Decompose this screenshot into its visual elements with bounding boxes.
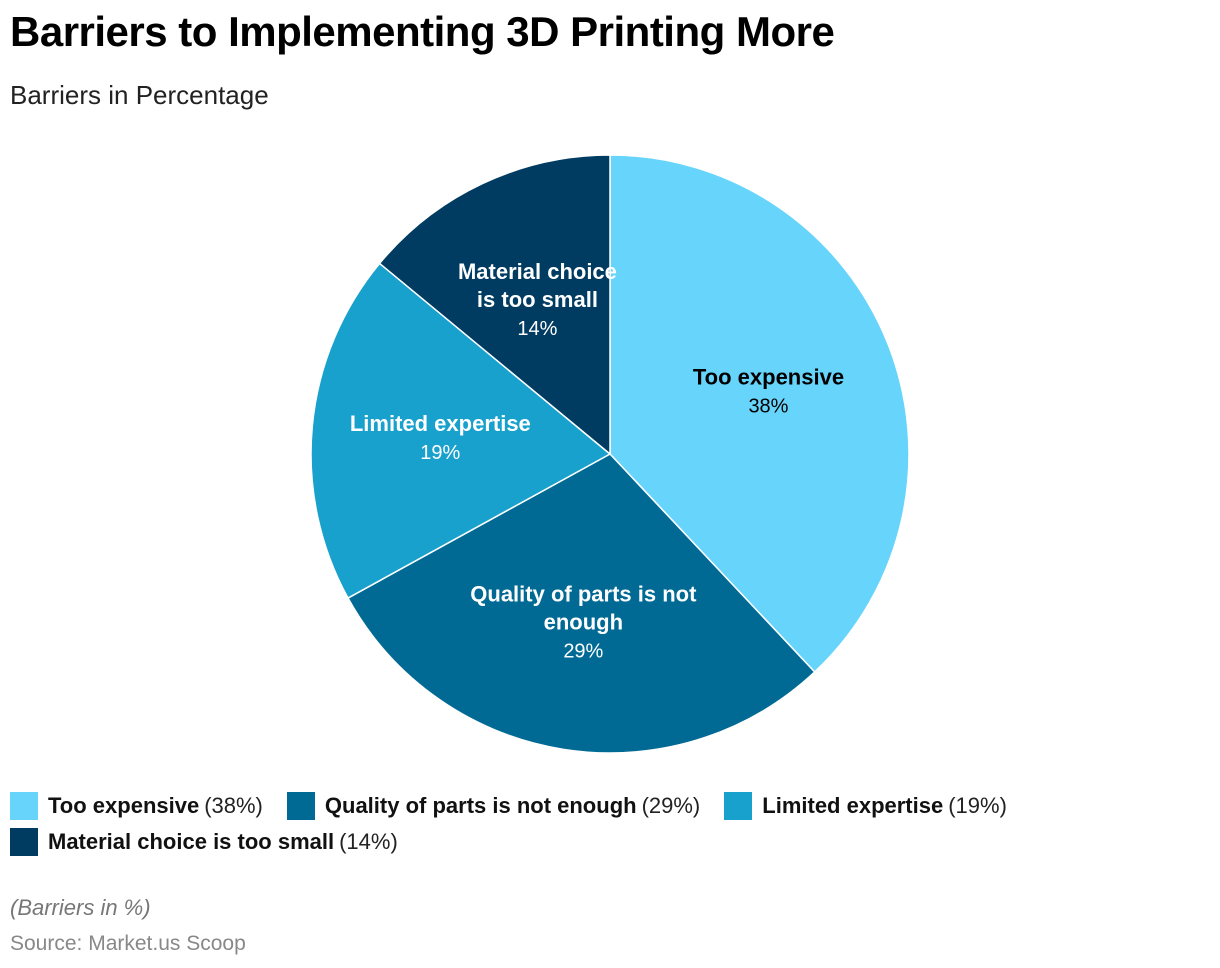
legend-item-material-choice-is-too-small: Material choice is too small (14%) [10,826,398,858]
legend-item-too-expensive: Too expensive (38%) [10,790,263,822]
legend-item-limited-expertise: Limited expertise (19%) [724,790,1007,822]
legend-label: Material choice is too small [48,829,334,855]
chart-note: (Barriers in %) [10,895,151,921]
slice-value-label: 29% [563,640,603,662]
slice-label-text: Material choice [458,259,617,284]
pie-chart: Too expensive 38% Quality of parts is not e… [0,0,1220,780]
slice-value-label: 19% [420,442,460,464]
legend-label: Too expensive [48,793,199,819]
legend-item-quality-of-parts-is-not-enough: Quality of parts is not enough (29%) [287,790,700,822]
slice-label-text: enough [544,609,623,634]
slice-label-text: Quality of parts is not [470,581,697,606]
legend-value: (19%) [948,793,1007,819]
chart-source: Source: Market.us Scoop [10,932,246,956]
legend-swatch [10,792,38,820]
legend-label: Quality of parts is not enough [325,793,637,819]
slice-label-text: is too small [477,287,598,312]
chart-legend: Too expensive (38%) Quality of parts is no… [10,790,1160,858]
legend-swatch [10,828,38,856]
legend-label: Limited expertise [762,793,943,819]
slice-value-label: 38% [748,395,788,417]
slice-label-text: Limited expertise [350,411,531,436]
slice-label-text: Too expensive [693,364,844,389]
legend-swatch [724,792,752,820]
legend-value: (14%) [339,829,398,855]
legend-swatch [287,792,315,820]
slice-value-label: 14% [517,318,557,340]
legend-value: (38%) [204,793,263,819]
legend-value: (29%) [642,793,701,819]
